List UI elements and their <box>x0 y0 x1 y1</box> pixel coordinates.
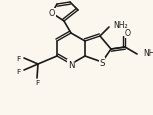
Text: F: F <box>35 79 39 85</box>
Text: F: F <box>16 56 20 61</box>
Text: O: O <box>49 9 55 18</box>
Text: F: F <box>16 68 20 74</box>
Text: N: N <box>68 60 74 69</box>
Text: S: S <box>99 58 105 67</box>
Text: NH₂: NH₂ <box>143 49 153 58</box>
Text: O: O <box>125 29 131 38</box>
Text: NH₂: NH₂ <box>113 20 128 29</box>
